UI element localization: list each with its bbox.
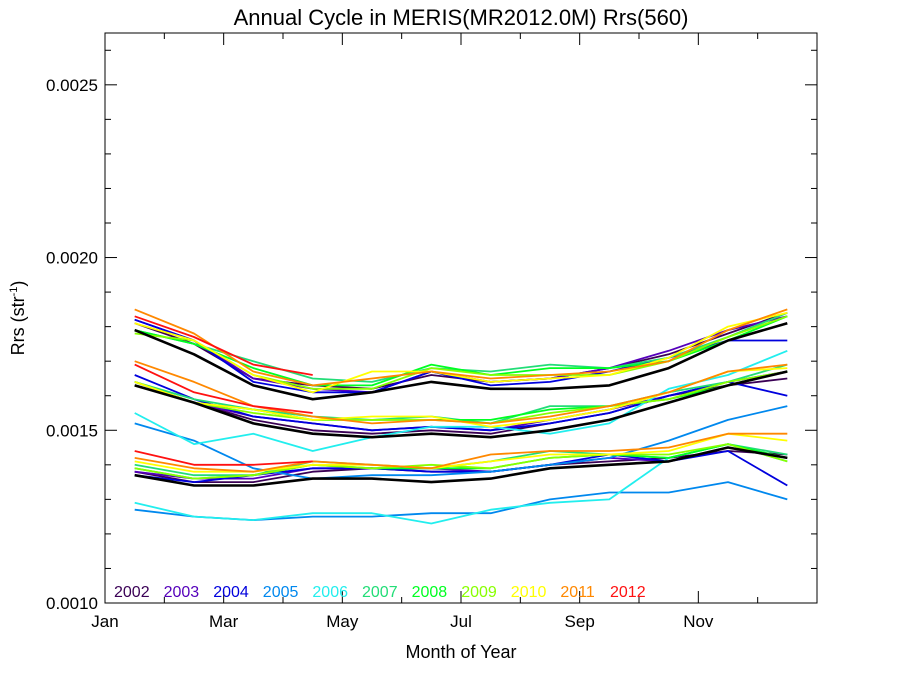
legend-entry-2005: 2005 [263,584,299,601]
series-line-2005-1 [134,405,788,480]
y-axis-label-main: Rrs (str [8,296,28,355]
y-tick-label: 0.0025 [46,76,98,95]
series-line-2011-2 [134,360,788,425]
x-tick-label: Jul [450,612,472,631]
legend-entry-2011: 2011 [560,584,595,601]
legend-entry-2009: 2009 [461,584,497,601]
series-line-2012-1 [134,315,313,376]
y-axis-label: Rrs (str-1) [8,281,28,356]
x-tick-label: Sep [565,612,595,631]
plot-lines [134,308,788,525]
legend: 2002 2003 2004 2005 2006 2007 2008 2009 2010 2011… [114,584,646,601]
series-line-reference-2 [134,370,788,439]
x-tick-label: May [326,612,359,631]
y-tick-label: 0.0010 [46,594,98,613]
legend-entry-2012: 2012 [610,584,646,601]
axes: Jan Mar May Jul Sep Nov 0.0010 0.0015 0.0020 0.00… [46,33,817,631]
series-line-2009-3 [134,443,788,480]
series-line-2012-2 [134,363,313,414]
legend-entry-2010: 2010 [511,584,547,601]
legend-entry-2002: 2002 [114,584,150,601]
legend-entry-2007: 2007 [362,584,398,601]
series-line-2004-2 [134,374,788,432]
series-line-2006-1 [134,349,788,452]
series-line-2011-3 [134,432,788,473]
series-line-2010-1 [134,311,788,394]
legend-entry-2006: 2006 [312,584,348,601]
y-axis-label-tail: ) [8,281,28,287]
series-line-2005-2 [134,481,788,521]
series-line-2011-1 [134,308,788,387]
x-tick-label: Mar [209,612,239,631]
chart-title: Annual Cycle in MERIS(MR2012.0M) Rrs(560… [234,5,689,30]
legend-entry-2008: 2008 [412,584,448,601]
legend-entry-2004: 2004 [213,584,249,601]
x-tick-label: Jan [91,612,118,631]
legend-entry-2003: 2003 [164,584,200,601]
series-line-reference-1 [134,321,788,401]
series-line-2012-3 [134,450,313,466]
x-tick-label: Nov [683,612,714,631]
series-line-reference-3 [134,446,788,487]
x-axis-label: Month of Year [405,642,516,662]
y-tick-label: 0.0015 [46,421,98,440]
y-tick-label: 0.0020 [46,249,98,268]
y-axis-label-superscript: -1 [8,287,20,297]
